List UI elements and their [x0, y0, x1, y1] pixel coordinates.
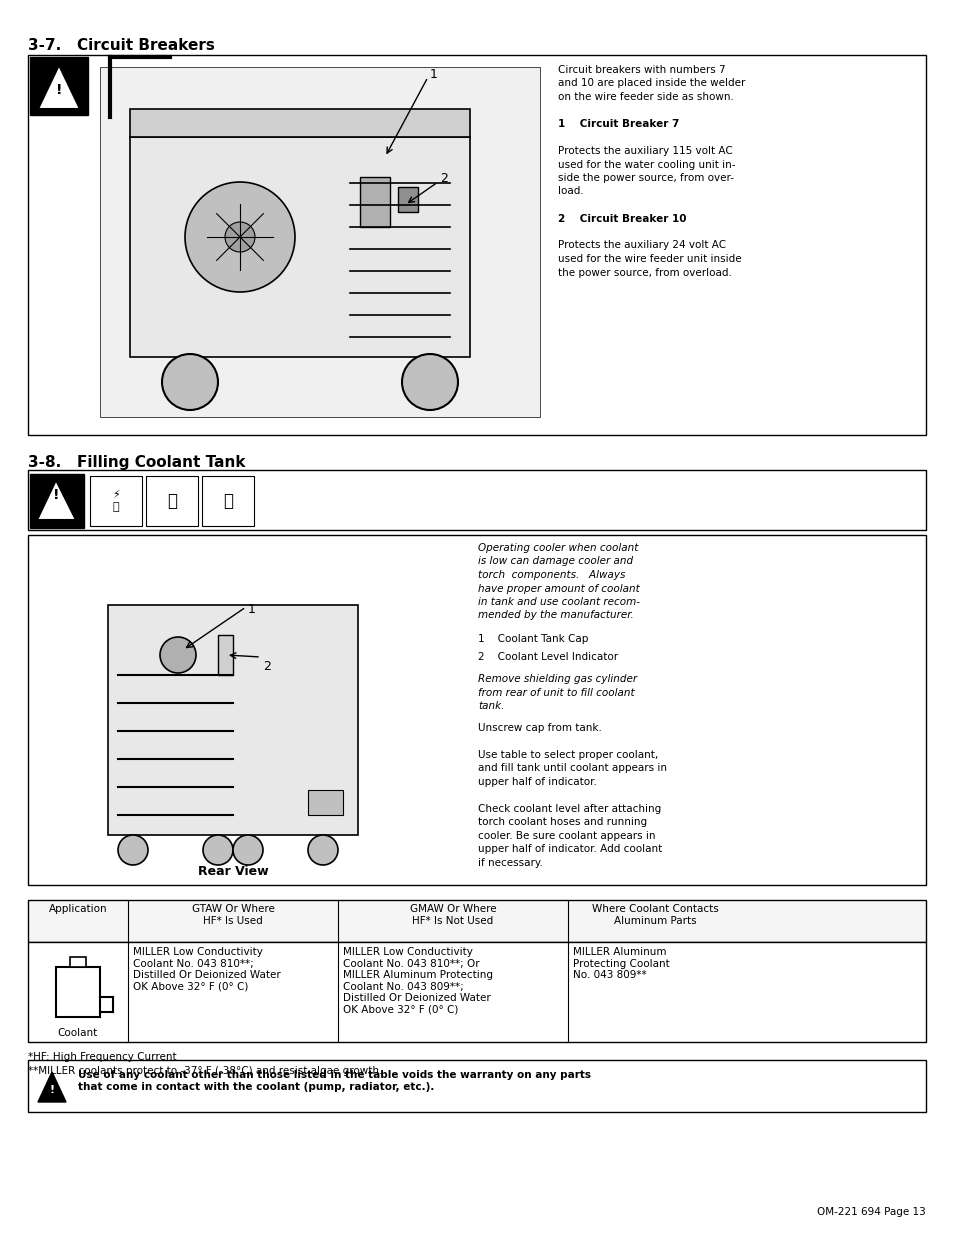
Text: torch coolant hoses and running: torch coolant hoses and running	[477, 818, 646, 827]
Text: 1    Circuit Breaker 7: 1 Circuit Breaker 7	[558, 119, 679, 128]
FancyBboxPatch shape	[100, 67, 539, 417]
Text: Coolant: Coolant	[58, 1028, 98, 1037]
FancyBboxPatch shape	[397, 186, 417, 212]
Text: 2: 2	[439, 173, 447, 185]
Polygon shape	[38, 65, 80, 109]
FancyBboxPatch shape	[146, 475, 198, 526]
Text: 2: 2	[263, 659, 271, 673]
FancyBboxPatch shape	[90, 475, 142, 526]
FancyBboxPatch shape	[359, 177, 390, 227]
FancyBboxPatch shape	[218, 635, 233, 676]
Text: MILLER Low Conductivity
Coolant No. 043 810**; Or
MILLER Aluminum Protecting
Coo: MILLER Low Conductivity Coolant No. 043 …	[343, 947, 493, 1015]
Text: upper half of indicator.: upper half of indicator.	[477, 777, 597, 787]
Text: 2    Circuit Breaker 10: 2 Circuit Breaker 10	[558, 214, 686, 224]
Polygon shape	[38, 1072, 66, 1102]
Text: 〰: 〰	[223, 492, 233, 510]
Text: OM-221 694 Page 13: OM-221 694 Page 13	[817, 1207, 925, 1216]
Text: GMAW Or Where
HF* Is Not Used: GMAW Or Where HF* Is Not Used	[409, 904, 496, 925]
Text: Rear View: Rear View	[197, 864, 268, 878]
Text: Check coolant level after attaching: Check coolant level after attaching	[477, 804, 660, 814]
Text: and 10 are placed inside the welder: and 10 are placed inside the welder	[558, 79, 744, 89]
Text: Protects the auxiliary 24 volt AC: Protects the auxiliary 24 volt AC	[558, 241, 725, 251]
Text: and fill tank until coolant appears in: and fill tank until coolant appears in	[477, 763, 666, 773]
Text: **MILLER coolants protect to -37° F (-38°C) and resist algae growth.: **MILLER coolants protect to -37° F (-38…	[28, 1066, 382, 1076]
FancyBboxPatch shape	[130, 137, 470, 357]
Text: torch  components.   Always: torch components. Always	[477, 571, 625, 580]
FancyBboxPatch shape	[28, 942, 925, 1042]
Text: from rear of unit to fill coolant: from rear of unit to fill coolant	[477, 688, 634, 698]
Text: GTAW Or Where
HF* Is Used: GTAW Or Where HF* Is Used	[192, 904, 274, 925]
Text: 3-7.   Circuit Breakers: 3-7. Circuit Breakers	[28, 38, 214, 53]
Text: used for the wire feeder unit inside: used for the wire feeder unit inside	[558, 254, 740, 264]
Circle shape	[118, 835, 148, 864]
Text: used for the water cooling unit in-: used for the water cooling unit in-	[558, 159, 735, 169]
Text: Where Coolant Contacts
Aluminum Parts: Where Coolant Contacts Aluminum Parts	[591, 904, 718, 925]
Text: on the wire feeder side as shown.: on the wire feeder side as shown.	[558, 91, 733, 103]
Circle shape	[233, 835, 263, 864]
Text: upper half of indicator. Add coolant: upper half of indicator. Add coolant	[477, 844, 661, 855]
Circle shape	[203, 835, 233, 864]
Text: in tank and use coolant recom-: in tank and use coolant recom-	[477, 597, 639, 606]
FancyBboxPatch shape	[28, 900, 925, 942]
FancyBboxPatch shape	[30, 57, 88, 115]
Text: 1: 1	[248, 603, 255, 616]
Text: Protects the auxiliary 115 volt AC: Protects the auxiliary 115 volt AC	[558, 146, 732, 156]
FancyBboxPatch shape	[28, 56, 925, 435]
Text: if necessary.: if necessary.	[477, 857, 542, 868]
Text: the power source, from overload.: the power source, from overload.	[558, 268, 731, 278]
Text: Circuit breakers with numbers 7: Circuit breakers with numbers 7	[558, 65, 725, 75]
FancyBboxPatch shape	[28, 535, 925, 885]
Text: load.: load.	[558, 186, 583, 196]
Text: Use of any coolant other than those listed in the table voids the warranty on an: Use of any coolant other than those list…	[78, 1070, 590, 1092]
Circle shape	[162, 354, 218, 410]
Circle shape	[225, 222, 254, 252]
FancyBboxPatch shape	[28, 471, 925, 530]
Text: *HF: High Frequency Current: *HF: High Frequency Current	[28, 1052, 176, 1062]
Text: !: !	[52, 488, 59, 501]
Text: Application: Application	[49, 904, 107, 914]
Circle shape	[401, 354, 457, 410]
Text: Remove shielding gas cylinder: Remove shielding gas cylinder	[477, 674, 637, 684]
Circle shape	[160, 637, 195, 673]
FancyBboxPatch shape	[308, 790, 343, 815]
Text: is low can damage cooler and: is low can damage cooler and	[477, 557, 633, 567]
FancyBboxPatch shape	[28, 1060, 925, 1112]
FancyBboxPatch shape	[70, 957, 86, 967]
Text: side the power source, from over-: side the power source, from over-	[558, 173, 733, 183]
Text: ⚡
👤: ⚡ 👤	[112, 490, 120, 511]
FancyBboxPatch shape	[56, 967, 100, 1016]
Text: cooler. Be sure coolant appears in: cooler. Be sure coolant appears in	[477, 831, 655, 841]
Text: 💧: 💧	[167, 492, 177, 510]
Text: MILLER Low Conductivity
Coolant No. 043 810**;
Distilled Or Deionized Water
OK A: MILLER Low Conductivity Coolant No. 043 …	[132, 947, 280, 992]
FancyBboxPatch shape	[108, 605, 357, 835]
Text: Use table to select proper coolant,: Use table to select proper coolant,	[477, 750, 658, 760]
Text: have proper amount of coolant: have proper amount of coolant	[477, 583, 639, 594]
Text: tank.: tank.	[477, 701, 504, 711]
Text: !: !	[55, 83, 62, 98]
Polygon shape	[37, 480, 76, 520]
Text: 2    Coolant Level Indicator: 2 Coolant Level Indicator	[477, 652, 618, 662]
Text: Operating cooler when coolant: Operating cooler when coolant	[477, 543, 638, 553]
Text: MILLER Aluminum
Protecting Coolant
No. 043 809**: MILLER Aluminum Protecting Coolant No. 0…	[573, 947, 669, 981]
FancyBboxPatch shape	[130, 109, 470, 137]
FancyBboxPatch shape	[30, 474, 84, 529]
Circle shape	[308, 835, 337, 864]
Text: mended by the manufacturer.: mended by the manufacturer.	[477, 610, 633, 620]
Text: 1: 1	[430, 68, 437, 80]
Text: Unscrew cap from tank.: Unscrew cap from tank.	[477, 722, 601, 732]
Circle shape	[185, 182, 294, 291]
Text: !: !	[50, 1086, 54, 1095]
FancyBboxPatch shape	[202, 475, 253, 526]
Text: 1    Coolant Tank Cap: 1 Coolant Tank Cap	[477, 634, 588, 643]
Text: 3-8.   Filling Coolant Tank: 3-8. Filling Coolant Tank	[28, 454, 245, 471]
